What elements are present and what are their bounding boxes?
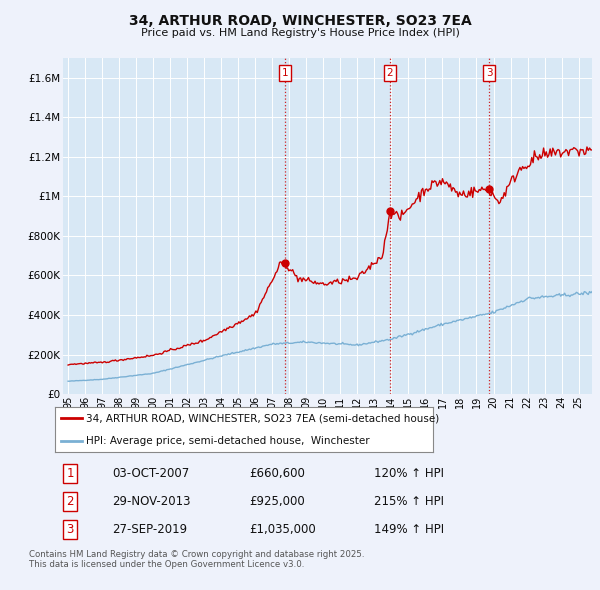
Text: 34, ARTHUR ROAD, WINCHESTER, SO23 7EA: 34, ARTHUR ROAD, WINCHESTER, SO23 7EA [128,14,472,28]
Text: 3: 3 [67,523,74,536]
Text: 149% ↑ HPI: 149% ↑ HPI [374,523,444,536]
Text: 120% ↑ HPI: 120% ↑ HPI [374,467,444,480]
Text: 215% ↑ HPI: 215% ↑ HPI [374,495,444,508]
Text: HPI: Average price, semi-detached house,  Winchester: HPI: Average price, semi-detached house,… [86,436,370,445]
Text: 1: 1 [67,467,74,480]
Text: 27-SEP-2019: 27-SEP-2019 [112,523,187,536]
Text: 3: 3 [486,68,493,78]
Text: £1,035,000: £1,035,000 [250,523,316,536]
Text: 2: 2 [67,495,74,508]
Text: 29-NOV-2013: 29-NOV-2013 [112,495,190,508]
Text: 03-OCT-2007: 03-OCT-2007 [112,467,189,480]
Text: 34, ARTHUR ROAD, WINCHESTER, SO23 7EA (semi-detached house): 34, ARTHUR ROAD, WINCHESTER, SO23 7EA (s… [86,414,439,423]
Text: Price paid vs. HM Land Registry's House Price Index (HPI): Price paid vs. HM Land Registry's House … [140,28,460,38]
Text: 1: 1 [282,68,289,78]
Text: Contains HM Land Registry data © Crown copyright and database right 2025.
This d: Contains HM Land Registry data © Crown c… [29,550,364,569]
Text: £925,000: £925,000 [250,495,305,508]
Text: 2: 2 [386,68,393,78]
Text: £660,600: £660,600 [250,467,305,480]
